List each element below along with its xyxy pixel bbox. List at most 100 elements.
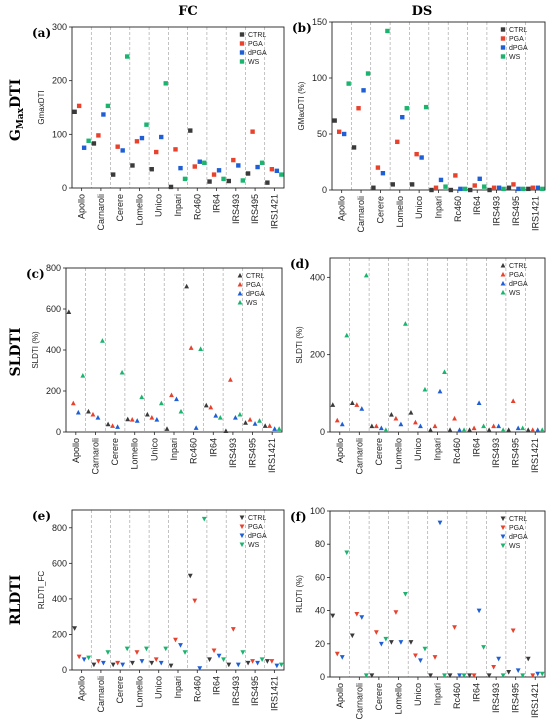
legend-label: PGA: [248, 41, 263, 48]
data-point-ctrl: [408, 640, 414, 645]
legend-marker: [237, 290, 243, 296]
data-point-ws: [500, 427, 506, 433]
data-point-ctrl: [388, 640, 394, 645]
data-point-ctrl: [332, 118, 337, 123]
data-point-ws: [217, 415, 223, 420]
column-title-fc: FC: [178, 4, 198, 19]
data-point-dpga: [378, 425, 384, 431]
data-point-dpga: [120, 148, 125, 153]
x-tick-label: IRS493: [491, 683, 501, 713]
data-point-dpga: [235, 662, 241, 668]
data-point-ws: [363, 272, 369, 278]
data-point-pga: [334, 417, 340, 423]
data-point-ws: [346, 81, 351, 86]
data-point-pga: [269, 659, 275, 664]
y-tick-label: 60: [315, 572, 325, 582]
data-point-ws: [221, 657, 226, 662]
data-point-dpga: [438, 177, 444, 183]
y-tick-label: 50: [317, 129, 327, 139]
legend-label: dPGA: [509, 534, 528, 541]
data-point-dpga: [476, 400, 482, 405]
x-tick-label: Lomello: [134, 676, 144, 708]
data-point-ctrl: [226, 662, 232, 668]
data-point-pga: [334, 651, 340, 657]
x-tick-label: IRS495: [511, 438, 521, 468]
x-tick-label: IRS493: [231, 676, 241, 706]
data-point-dpga: [101, 112, 106, 117]
data-point-dpga: [213, 412, 219, 418]
x-tick-label: Unico: [414, 196, 424, 219]
y-tick-label: 150: [312, 17, 327, 27]
y-tick-label: 0: [320, 427, 325, 437]
y-tick-label: 20: [315, 639, 325, 649]
legend-label: dPGA: [509, 281, 528, 288]
x-tick-label: IR64: [472, 438, 482, 457]
data-point-ws: [158, 400, 164, 406]
x-tick-label: Apollo: [337, 196, 347, 221]
legend-label: PGA: [248, 524, 263, 531]
data-point-dpga: [197, 159, 202, 164]
legend-label: dPGA: [248, 50, 267, 57]
data-point-ws: [402, 592, 408, 597]
x-tick-label: Carnaroli: [354, 683, 364, 720]
y-tick-label: 200: [52, 76, 67, 86]
legend-marker: [500, 271, 506, 277]
data-point-dpga: [361, 88, 366, 93]
data-point-ctrl: [144, 411, 150, 417]
data-point-pga: [510, 628, 516, 634]
x-tick-label: IRS495: [248, 438, 258, 468]
data-point-dpga: [515, 668, 521, 673]
legend-marker: [239, 59, 245, 64]
data-point-ctrl: [525, 656, 531, 662]
data-point-ctrl: [428, 673, 433, 678]
legend-marker: [500, 525, 506, 531]
data-point-dpga: [272, 426, 278, 431]
data-point-ws: [422, 646, 428, 652]
data-point-ws: [201, 516, 207, 522]
data-point-dpga: [100, 660, 106, 666]
x-tick-label: IRS495: [511, 196, 521, 226]
data-point-dpga: [437, 520, 443, 526]
row-title-rldti: RLDTI: [8, 575, 24, 626]
x-tick-label: Unico: [413, 683, 423, 706]
data-point-ws: [520, 186, 526, 192]
x-tick-label: Cerere: [110, 438, 120, 466]
data-point-pga: [169, 392, 174, 398]
data-point-ctrl: [125, 416, 131, 422]
data-point-ctrl: [525, 427, 531, 433]
data-point-ws: [500, 673, 506, 678]
data-point-ws: [144, 646, 149, 652]
data-point-ws: [442, 673, 447, 678]
data-point-ctrl: [526, 186, 531, 192]
data-point-ws: [257, 418, 262, 423]
data-point-pga: [413, 419, 418, 425]
x-tick-label: Rc460: [192, 194, 202, 220]
data-point-dpga: [120, 662, 126, 668]
data-point-dpga: [457, 673, 462, 678]
data-point-ctrl: [168, 663, 174, 669]
data-point-ws: [259, 657, 265, 662]
data-point-ctrl: [506, 185, 512, 190]
data-point-dpga: [398, 640, 404, 645]
data-point-ctrl: [369, 673, 375, 678]
y-axis-label: RLDTI_FC: [37, 571, 46, 609]
data-point-ctrl: [149, 167, 154, 172]
data-point-pga: [432, 655, 438, 660]
y-axis-label: GmaxDTI: [37, 90, 46, 124]
row-title-gmaxdti-rest: DTI: [8, 79, 24, 108]
data-point-dpga: [252, 421, 258, 426]
x-tick-label: Lomello: [134, 194, 144, 226]
data-point-ws: [86, 138, 91, 143]
y-tick-label: 200: [52, 629, 67, 639]
data-point-dpga: [139, 659, 145, 664]
y-tick-label: 40: [315, 606, 325, 616]
y-tick-label: 0: [62, 665, 67, 675]
data-point-dpga: [535, 427, 541, 433]
data-point-pga: [530, 185, 536, 190]
data-point-pga: [134, 139, 140, 144]
legend-label: WS: [248, 59, 260, 66]
data-point-ws: [442, 369, 447, 375]
legend-label: PGA: [509, 272, 524, 279]
data-point-ctrl: [506, 427, 512, 433]
y-tick-label: 0: [320, 672, 325, 682]
